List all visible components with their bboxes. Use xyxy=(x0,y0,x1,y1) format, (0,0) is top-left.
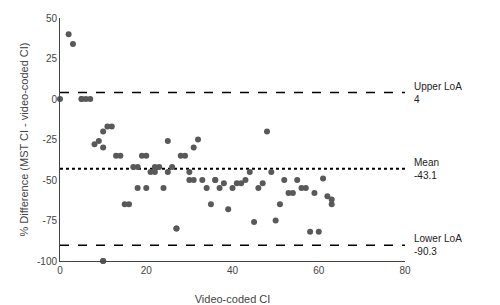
svg-text:80: 80 xyxy=(399,265,411,276)
svg-text:Mean-43.1: Mean-43.1 xyxy=(414,157,439,181)
svg-text:50: 50 xyxy=(46,13,58,24)
svg-text:60: 60 xyxy=(313,265,325,276)
svg-text:-100: -100 xyxy=(37,256,57,267)
svg-text:% Difference (MST CI - video-c: % Difference (MST CI - video-coded CI) xyxy=(18,43,30,237)
svg-text:Lower LoA-90.3: Lower LoA-90.3 xyxy=(414,233,462,257)
svg-text:20: 20 xyxy=(141,265,153,276)
svg-text:-75: -75 xyxy=(43,215,58,226)
svg-text:-25: -25 xyxy=(43,134,58,145)
svg-text:-50: -50 xyxy=(43,175,58,186)
svg-text:Video-coded CI: Video-coded CI xyxy=(195,293,271,305)
svg-text:0: 0 xyxy=(57,265,63,276)
svg-text:25: 25 xyxy=(46,53,58,64)
svg-text:40: 40 xyxy=(227,265,239,276)
svg-text:0: 0 xyxy=(51,94,57,105)
svg-text:Upper LoA4: Upper LoA4 xyxy=(414,81,462,105)
